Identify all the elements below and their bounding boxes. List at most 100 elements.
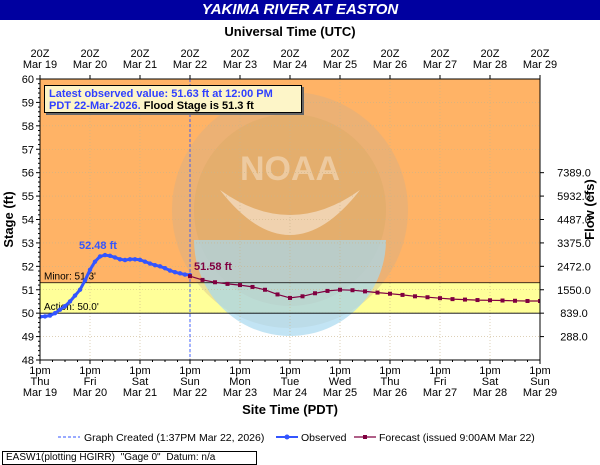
- top-tick-label: Mar 19: [23, 59, 57, 71]
- title-bar: YAKIMA RIVER AT EASTON: [0, 0, 600, 20]
- y-tick-label: 58: [22, 121, 34, 133]
- y-tick-label: 52: [22, 261, 34, 273]
- y2-tick-label: 288.0: [560, 332, 588, 344]
- forecast-point: [238, 283, 242, 288]
- x-tick-label: Mar 23: [223, 387, 257, 399]
- x-tick-label: Mar 24: [273, 387, 307, 399]
- forecast-point: [350, 288, 355, 293]
- forecast-start-label: 51.58 ft: [194, 261, 232, 273]
- observed-point: [57, 307, 63, 312]
- observed-point: [87, 267, 93, 273]
- observed-point: [52, 310, 58, 316]
- top-tick-label: Mar 29: [523, 59, 557, 71]
- legend: Graph Created (1:37PM Mar 22, 2026) Obser…: [58, 432, 535, 444]
- x-tick-label: Sun: [530, 376, 550, 388]
- x-tick-label: Mon: [229, 376, 250, 388]
- observed-point: [77, 287, 83, 292]
- axes: 48 49 50 51 52 53 54 55 56 57 58 59 60 288.0 839.0 1550…: [22, 48, 591, 399]
- x-tick-label: Mar 22: [173, 387, 207, 399]
- x-tick-label: Mar 19: [23, 387, 57, 399]
- noaa-bird: [220, 190, 360, 235]
- forecast-point: [413, 294, 417, 299]
- forecast-point: [513, 298, 517, 303]
- observed-point: [117, 257, 123, 262]
- x-tick-label: Fri: [434, 376, 447, 388]
- forecast-point: [275, 292, 280, 297]
- forecast-point: [288, 295, 292, 300]
- x-tick-label: 1pm: [179, 365, 200, 377]
- y-tick-label: 50: [22, 308, 34, 320]
- top-tick-label: Mar 24: [273, 59, 307, 71]
- observed-point: [92, 259, 98, 264]
- threshold-label-1: Action: 50.0': [44, 302, 99, 313]
- y2-tick-label: 3375.0: [557, 238, 591, 250]
- top-tick-label: 20Z: [431, 48, 450, 60]
- top-tick-label: 20Z: [181, 48, 200, 60]
- observed-point: [42, 314, 48, 319]
- observed-point: [72, 293, 78, 298]
- y2-tick-label: 2472.0: [557, 261, 591, 273]
- x-tick-label: Tue: [281, 376, 300, 388]
- x-tick-label: 1pm: [429, 365, 450, 377]
- top-tick-label: 20Z: [131, 48, 150, 60]
- top-tick-label: 20Z: [81, 48, 100, 60]
- top-tick-label: Mar 23: [223, 59, 257, 71]
- forecast-point: [200, 277, 205, 282]
- top-tick-label: 20Z: [331, 48, 350, 60]
- forecast-point: [263, 287, 267, 292]
- top-tick-label: Mar 22: [173, 59, 207, 71]
- forecast-point: [525, 298, 530, 303]
- y-tick-label: 60: [22, 74, 34, 86]
- observed-point: [142, 259, 148, 264]
- y-tick-label: 54: [22, 215, 34, 227]
- x-tick-label: 1pm: [279, 365, 300, 377]
- observed-point: [67, 299, 73, 304]
- forecast-point: [188, 274, 192, 279]
- x-tick-label: 1pm: [79, 365, 100, 377]
- observed-point: [172, 269, 178, 275]
- x-tick-label: 1pm: [29, 365, 50, 377]
- observed-point: [97, 254, 103, 259]
- forecast-point: [213, 280, 217, 285]
- top-tick-label: 20Z: [531, 48, 550, 60]
- y-tick-label: 57: [22, 144, 34, 156]
- noaa-watermark-logo: NOAA: [172, 92, 408, 336]
- y2-axis-title: Flow (cfs): [582, 179, 597, 240]
- forecast-point: [388, 291, 392, 296]
- chart-title: YAKIMA RIVER AT EASTON: [201, 1, 399, 18]
- top-tick-label: 20Z: [281, 48, 300, 60]
- observed-point: [112, 255, 118, 260]
- observed-point: [122, 257, 128, 263]
- top-tick-label: Mar 20: [73, 59, 107, 71]
- threshold-lines: Minor: 51.3' Action: 50.0': [40, 272, 540, 314]
- x-tick-label: Sat: [482, 376, 499, 388]
- y2-tick-label: 839.0: [560, 308, 588, 320]
- observed-point: [40, 314, 43, 319]
- observed-point: [127, 257, 133, 262]
- callout-line2b: Flood Stage is 51.3 ft: [140, 100, 254, 112]
- callout-line2a: PDT 22-Mar-2026.: [49, 100, 141, 112]
- observed-point: [137, 257, 143, 262]
- legend-observed-marker: [284, 434, 290, 440]
- legend-observed-label: Observed: [301, 432, 347, 444]
- y2-tick-label: 4487.0: [557, 215, 591, 227]
- observed-point: [82, 278, 88, 283]
- x-tick-label: Mar 27: [423, 387, 457, 399]
- x-tick-label: 1pm: [379, 365, 400, 377]
- observed-point: [157, 264, 163, 269]
- legend-graph-created-label: Graph Created (1:37PM Mar 22, 2026): [84, 432, 264, 444]
- x-tick-label: Thu: [381, 376, 400, 388]
- y-tick-label: 49: [22, 332, 34, 344]
- callout-line1: Latest observed value: 51.63 ft at 12:00…: [49, 88, 273, 100]
- noaa-water: [194, 240, 386, 336]
- observed-point: [167, 268, 173, 273]
- x-tick-label: Mar 26: [373, 387, 407, 399]
- y-tick-label: 48: [22, 355, 34, 367]
- y2-tick-label: 7389.0: [557, 168, 591, 180]
- forecast-point: [363, 289, 367, 294]
- top-tick-label: 20Z: [481, 48, 500, 60]
- observed-point: [102, 252, 108, 258]
- axis-labels: Universal Time (UTC) Site Time (PDT) Stage…: [1, 24, 597, 417]
- y-tick-label: 55: [22, 191, 34, 203]
